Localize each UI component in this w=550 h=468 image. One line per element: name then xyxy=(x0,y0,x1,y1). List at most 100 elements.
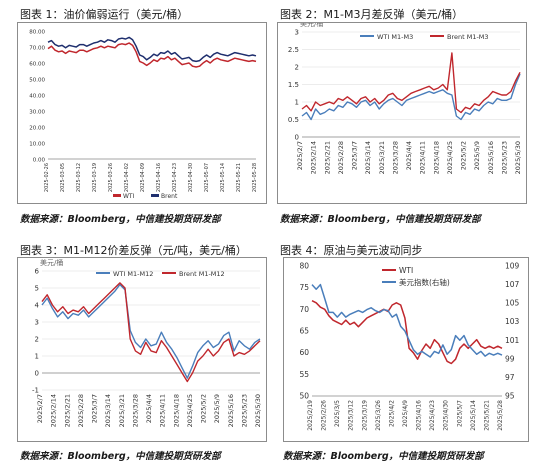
x-tick-label: 2025-04-30 xyxy=(188,163,194,192)
y2-tick-label: 105 xyxy=(505,299,520,308)
y2-tick-label: 95 xyxy=(505,392,515,401)
x-tick-label: 2025/5/23 xyxy=(500,141,508,174)
y-tick-label: 65 xyxy=(299,327,309,336)
x-tick-label: 2025/5/30 xyxy=(254,394,262,427)
x-tick-label: 2025/2/7 xyxy=(296,141,304,170)
y-axis-unit: 美元/桶 xyxy=(40,258,63,267)
y2-tick-label: 101 xyxy=(505,336,520,345)
legend-marker-0 xyxy=(113,194,121,197)
chart2-panel: 0 0.5 1 1.5 2 2.5 3 2025/2/7 2025/2/14 2025/2/21 2… xyxy=(277,19,527,204)
chart4-panel: 50 55 60 65 70 75 80 95 97 99 101 103 105 107 109 2025/… xyxy=(283,257,529,442)
chart3-svg: -1 0 1 2 3 4 5 6 2025/2/7 2025/2/14 2025/2/21 2025/… xyxy=(32,258,262,427)
x-tick-label: 2025/4/16 xyxy=(416,400,423,431)
y-tick-label: 4 xyxy=(35,302,40,310)
y-tick-label: 3 xyxy=(35,319,39,327)
x-tick-label: 2025/4/18 xyxy=(432,141,440,174)
y-tick-label: 80.00 xyxy=(29,30,45,36)
x-tick-label: 2025/4/18 xyxy=(172,394,180,427)
y-tick-label: 2 xyxy=(295,64,299,72)
y-tick-label: 2.5 xyxy=(288,46,299,54)
x-tick-label: 2025/4/25 xyxy=(186,394,194,427)
chart1-source: 数据来源：Bloomberg，中信建投期货研发部 xyxy=(20,214,221,225)
y-tick-label: 1 xyxy=(295,99,299,107)
x-tick-label: 2025/3/14 xyxy=(104,394,112,427)
series-line-0 xyxy=(41,283,261,379)
chart1-svg: 0.00 10.00 20.00 30.00 40.00 50.00 60.00 70.00 8… xyxy=(29,30,258,201)
y2-tick-label: 103 xyxy=(505,317,520,326)
x-tick-label: 2025/4/11 xyxy=(419,141,427,174)
x-tick-label: 2025/3/14 xyxy=(364,141,372,174)
x-tick-label: 2025-03-12 xyxy=(76,163,82,192)
x-tick-label: 2025/4/23 xyxy=(429,400,436,431)
x-tick-label: 2025/5/16 xyxy=(227,394,235,427)
legend-label-1: Brent xyxy=(161,193,178,200)
series-line-0 xyxy=(301,73,521,121)
x-tick-label: 2025/3/21 xyxy=(118,394,126,427)
x-tick-label: 2025/2/7 xyxy=(36,394,44,423)
legend-label-1: Brent M1-M12 xyxy=(179,270,225,278)
x-tick-label: 2025/5/28 xyxy=(497,400,504,431)
x-tick-label: 2025-04-16 xyxy=(156,163,162,192)
x-tick-label: 2025-05-14 xyxy=(220,163,226,192)
x-tick-label: 2025/5/2 xyxy=(460,141,468,170)
y2-tick-label: 99 xyxy=(505,354,515,363)
y-tick-label: 1 xyxy=(35,353,39,361)
y-tick-label: 50.00 xyxy=(29,78,45,84)
x-tick-label: 2025/2/21 xyxy=(63,394,71,427)
x-tick-label: 2025/2/26 xyxy=(321,400,328,431)
y-tick-label: 55 xyxy=(299,370,309,379)
y2-tick-label: 107 xyxy=(505,280,520,289)
x-tick-label: 2025-05-28 xyxy=(252,163,258,192)
x-tick-label: 2025/4/25 xyxy=(446,141,454,174)
y-tick-label: 1.5 xyxy=(288,81,299,89)
y-tick-label: 80 xyxy=(299,262,309,271)
chart3-source: 数据来源：Bloomberg，中信建投期货研发部 xyxy=(20,451,221,462)
chart4-svg: 50 55 60 65 70 75 80 95 97 99 101 103 105 107 109 2025/… xyxy=(299,262,520,431)
y-tick-label: 0.5 xyxy=(288,116,299,124)
x-tick-label: 2025/4/11 xyxy=(159,394,167,427)
series-line-1 xyxy=(47,36,257,63)
x-tick-label: 2025-02-26 xyxy=(44,163,50,192)
x-tick-label: 2025/3/7 xyxy=(91,394,99,423)
x-tick-label: 2025/5/16 xyxy=(487,141,495,174)
series-line-0 xyxy=(311,300,503,365)
x-tick-label: 2025/5/14 xyxy=(470,400,477,431)
x-tick-label: 2025/2/21 xyxy=(323,141,331,174)
y-tick-label: 70 xyxy=(299,305,309,314)
x-tick-label: 2025-03-05 xyxy=(60,163,66,192)
chart4-source: 数据来源：Bloomberg，中信建投期货研发部 xyxy=(283,451,484,462)
chart1-panel: 0.00 10.00 20.00 30.00 40.00 50.00 60.00 70.00 8… xyxy=(17,22,267,204)
x-tick-label: 2025-04-09 xyxy=(140,163,146,192)
x-tick-label: 2025-04-23 xyxy=(172,163,178,192)
chart2-svg: 0 0.5 1 1.5 2 2.5 3 2025/2/7 2025/2/14 2025/2/21 2… xyxy=(288,19,522,174)
chart3-panel: -1 0 1 2 3 4 5 6 2025/2/7 2025/2/14 2025/2/21 2025/… xyxy=(17,257,267,442)
y-tick-label: 30.00 xyxy=(29,110,45,116)
y-tick-label: 0 xyxy=(295,134,299,142)
y-tick-label: 0.00 xyxy=(33,158,46,164)
x-tick-label: 2025/3/26 xyxy=(375,400,382,431)
legend-label-0: WTI xyxy=(399,266,413,275)
chart2-source: 数据来源：Bloomberg，中信建投期货研发部 xyxy=(280,214,481,225)
x-tick-label: 2025/5/2 xyxy=(200,394,208,423)
x-tick-label: 2025-03-26 xyxy=(108,163,114,192)
x-tick-label: 2025/3/12 xyxy=(348,400,355,431)
x-tick-label: 2025/5/30 xyxy=(514,141,522,174)
y-tick-label: 10.00 xyxy=(29,142,45,148)
y-tick-label: 0 xyxy=(35,370,39,378)
x-tick-label: 2025/5/21 xyxy=(483,400,490,431)
y-tick-label: 40.00 xyxy=(29,94,45,100)
x-tick-label: 2025/5/9 xyxy=(473,141,481,170)
legend-label-1: 美元指数(右轴) xyxy=(399,277,450,287)
x-tick-label: 2025/2/19 xyxy=(307,400,314,431)
x-tick-label: 2025/3/28 xyxy=(131,394,139,427)
y-tick-label: -1 xyxy=(32,387,39,395)
x-tick-label: 2025/5/7 xyxy=(456,400,463,427)
x-tick-label: 2025/4/30 xyxy=(443,400,450,431)
legend-label-1: Brent M1-M3 xyxy=(447,33,489,41)
x-tick-label: 2025/3/21 xyxy=(378,141,386,174)
x-tick-label: 2025/3/28 xyxy=(391,141,399,174)
x-tick-label: 2025/5/23 xyxy=(240,394,248,427)
x-tick-label: 2025/4/4 xyxy=(405,141,413,170)
y-tick-label: 5 xyxy=(35,285,39,293)
y2-tick-label: 97 xyxy=(505,373,515,382)
